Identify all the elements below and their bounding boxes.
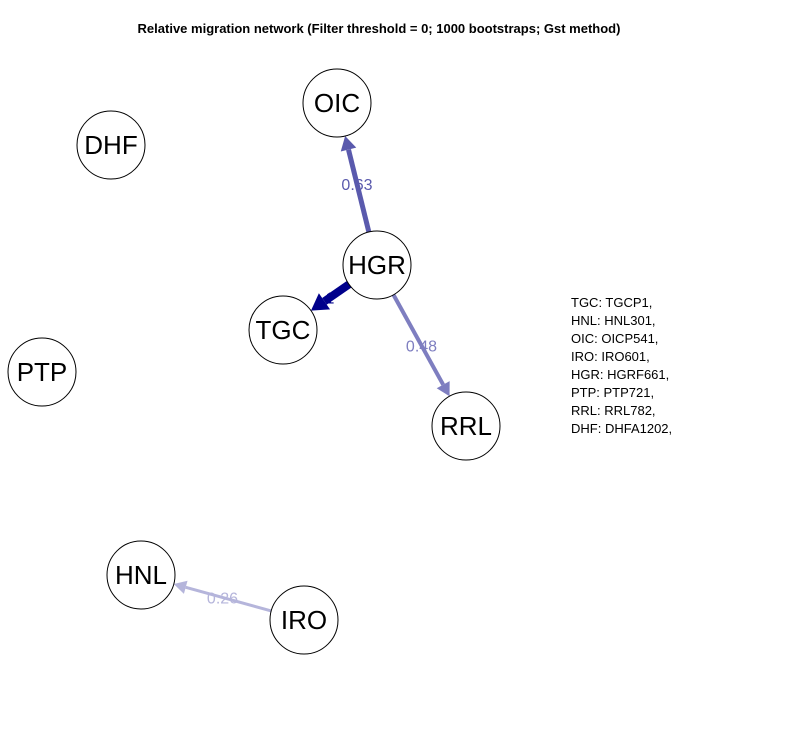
- edges-layer: 0.63 1 0.48 0.26: [173, 136, 450, 613]
- node-circle: [76, 110, 146, 180]
- node-ptp: PTP: [7, 337, 77, 407]
- node-dhf: DHF: [76, 110, 146, 180]
- edge-iro-hnl: 0.26: [173, 580, 272, 613]
- node-oic: OIC: [302, 68, 372, 138]
- node-legend: TGC: TGCP1, HNL: HNL301, OIC: OICP541, I…: [571, 294, 672, 438]
- edge-hgr-tgc: 1: [310, 281, 352, 311]
- legend-entry: TGC: TGCP1,: [571, 295, 653, 310]
- node-hgr: HGR: [342, 230, 412, 300]
- node-circle: [342, 230, 412, 300]
- node-label: RRL: [440, 411, 492, 441]
- edge-line: [391, 293, 445, 386]
- edge-weight-label: 0.48: [406, 339, 437, 356]
- node-label: HGR: [348, 250, 406, 280]
- edge-line: [322, 281, 352, 305]
- node-label: OIC: [314, 88, 360, 118]
- legend-entry: DHF: DHFA1202,: [571, 421, 673, 436]
- node-label: DHF: [84, 130, 137, 160]
- node-circle: [106, 540, 176, 610]
- node-circle: [269, 585, 339, 655]
- legend-entry: IRO: IRO601,: [571, 349, 650, 364]
- legend-entry: PTP: PTP721,: [571, 385, 655, 400]
- edge-weight-label: 0.26: [207, 591, 238, 608]
- edge-weight-label: 0.63: [341, 177, 372, 194]
- edge-line: [346, 149, 372, 233]
- node-hnl: HNL: [106, 540, 176, 610]
- legend-entry: RRL: RRL782,: [571, 403, 656, 418]
- edge-arrowhead: [310, 293, 331, 311]
- legend-entry: HNL: HNL301,: [571, 313, 656, 328]
- nodes-layer: OIC DHF HGR TGC PTP RRL HNL IRO: [7, 68, 501, 655]
- node-label: TGC: [256, 315, 311, 345]
- node-circle: [248, 295, 318, 365]
- node-circle: [431, 391, 501, 461]
- node-label: PTP: [17, 357, 68, 387]
- edge-arrowhead: [340, 136, 357, 152]
- edge-hgr-rrl: 0.48: [391, 293, 450, 397]
- diagram-title: Relative migration network (Filter thres…: [137, 21, 621, 36]
- node-rrl: RRL: [431, 391, 501, 461]
- node-tgc: TGC: [248, 295, 318, 365]
- legend-entry: HGR: HGRF661,: [571, 367, 670, 382]
- node-label: IRO: [281, 605, 327, 635]
- node-label: HNL: [115, 560, 167, 590]
- edge-line: [185, 585, 272, 613]
- edge-arrowhead: [436, 381, 450, 397]
- edge-hgr-oic: 0.63: [340, 136, 373, 233]
- edge-weight-label: 1: [326, 291, 335, 308]
- node-circle: [7, 337, 77, 407]
- legend-entry: OIC: OICP541,: [571, 331, 659, 346]
- node-iro: IRO: [269, 585, 339, 655]
- node-circle: [302, 68, 372, 138]
- edge-arrowhead: [173, 580, 188, 594]
